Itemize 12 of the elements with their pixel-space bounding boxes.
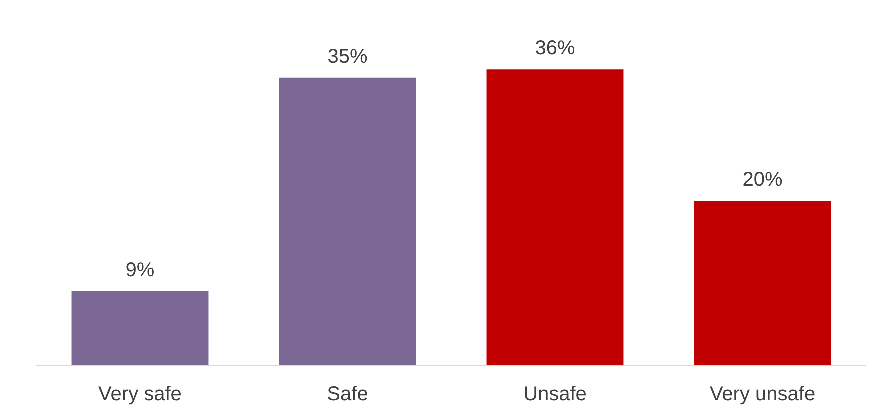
x-tick-label: Unsafe [524, 384, 587, 406]
bar [486, 70, 624, 366]
x-tick-label: Very safe [98, 384, 182, 406]
bar [694, 201, 832, 366]
bar [279, 78, 416, 366]
bar [72, 292, 209, 366]
data-label: 36% [535, 38, 576, 60]
data-label: 20% [742, 169, 783, 192]
data-label: 35% [328, 46, 368, 68]
data-label: 9% [126, 260, 155, 282]
x-tick-label: Safe [327, 384, 368, 406]
x-tick-label: Very unsafe [710, 384, 816, 406]
